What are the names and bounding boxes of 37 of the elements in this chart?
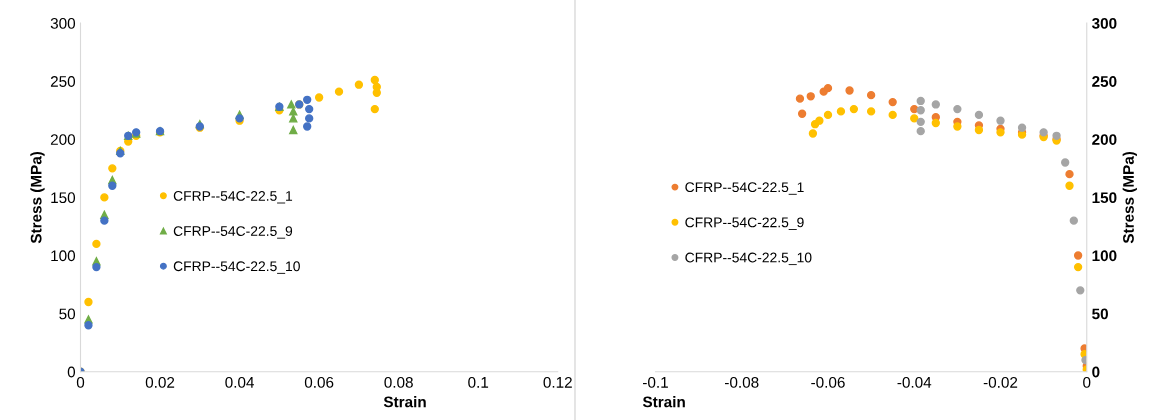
x-tick-label: 0 [1083,376,1091,388]
x-axis-title: Strain [383,396,426,408]
x-tick-label: -0.1 [643,376,668,388]
y-tick-label: 300 [50,17,76,29]
y-tick-label: 200 [1092,134,1117,145]
y-tick-label: 150 [51,192,76,204]
y-axis-title: Stress (MPa) [1122,151,1137,244]
y-tick-label: 0 [67,366,76,378]
x-tick-label: 0 [76,376,85,388]
legend-label: CFRP--54C-22.5_10 [173,261,300,274]
x-tick-label: 0.06 [304,376,334,388]
y-tick-label: 300 [1091,17,1117,29]
y-tick-label: 100 [51,250,76,262]
legend-label: CFRP--54C-22.5_9 [685,217,804,230]
legend-label: CFRP--54C-22.5_1 [173,190,293,204]
x-tick-label: -0.02 [983,376,1018,388]
x-tick-label: -0.06 [811,376,845,388]
y-tick-label: 0 [1092,366,1100,378]
x-tick-label: 0.02 [145,376,175,388]
x-tick-label: 0.04 [225,376,255,388]
x-tick-label: -0.08 [725,376,759,388]
y-tick-label: 250 [50,76,76,87]
y-tick-label: 100 [1092,250,1117,262]
x-tick-label: 0.1 [468,376,489,388]
y-tick-label: 250 [1092,76,1117,87]
legend-label: CFRP--54C-22.5_9 [173,226,293,239]
x-tick-label: 0.08 [384,376,413,388]
legend-label: CFRP--54C-22.5_10 [685,252,812,266]
y-axis-title: Stress (MPa) [30,151,45,244]
x-axis-title: Strain [642,396,685,408]
y-tick-label: 200 [50,134,76,145]
y-tick-label: 50 [59,308,76,320]
x-tick-label: 0.12 [543,376,572,388]
y-tick-label: 150 [1092,192,1117,204]
x-tick-label: -0.04 [897,376,932,388]
legend-label: CFRP--54C-22.5_1 [685,182,804,195]
y-tick-label: 50 [1092,308,1108,320]
